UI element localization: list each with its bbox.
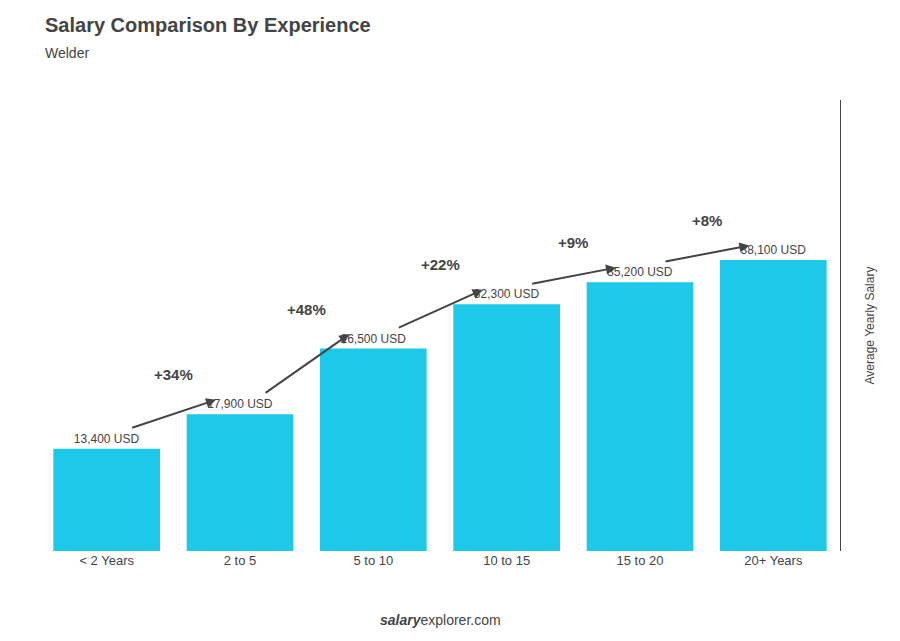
svg-text:20+ Years: 20+ Years <box>744 553 803 568</box>
svg-text:+34%: +34% <box>154 366 193 383</box>
svg-text:10 to 15: 10 to 15 <box>483 553 530 568</box>
svg-text:salaryexplorer.com: salaryexplorer.com <box>380 612 501 628</box>
svg-text:2 to 5: 2 to 5 <box>224 553 257 568</box>
svg-text:+8%: +8% <box>692 212 722 229</box>
svg-text:+9%: +9% <box>558 234 588 251</box>
svg-text:+48%: +48% <box>287 301 326 318</box>
svg-text:+22%: +22% <box>421 256 460 273</box>
svg-text:26,500 USD: 26,500 USD <box>340 332 406 346</box>
svg-text:32,300 USD: 32,300 USD <box>474 287 540 301</box>
svg-text:5 to 10: 5 to 10 <box>353 553 393 568</box>
svg-text:15 to 20: 15 to 20 <box>617 553 664 568</box>
svg-text:13,400 USD: 13,400 USD <box>74 432 140 446</box>
svg-text:Average Yearly Salary: Average Yearly Salary <box>863 267 877 385</box>
svg-text:38,100 USD: 38,100 USD <box>740 243 806 257</box>
svg-text:35,200 USD: 35,200 USD <box>607 265 673 279</box>
svg-text:17,900 USD: 17,900 USD <box>207 397 273 411</box>
svg-text:< 2 Years: < 2 Years <box>79 553 134 568</box>
svg-text:Salary Comparison By Experienc: Salary Comparison By ExperienceWelder <box>45 14 371 61</box>
